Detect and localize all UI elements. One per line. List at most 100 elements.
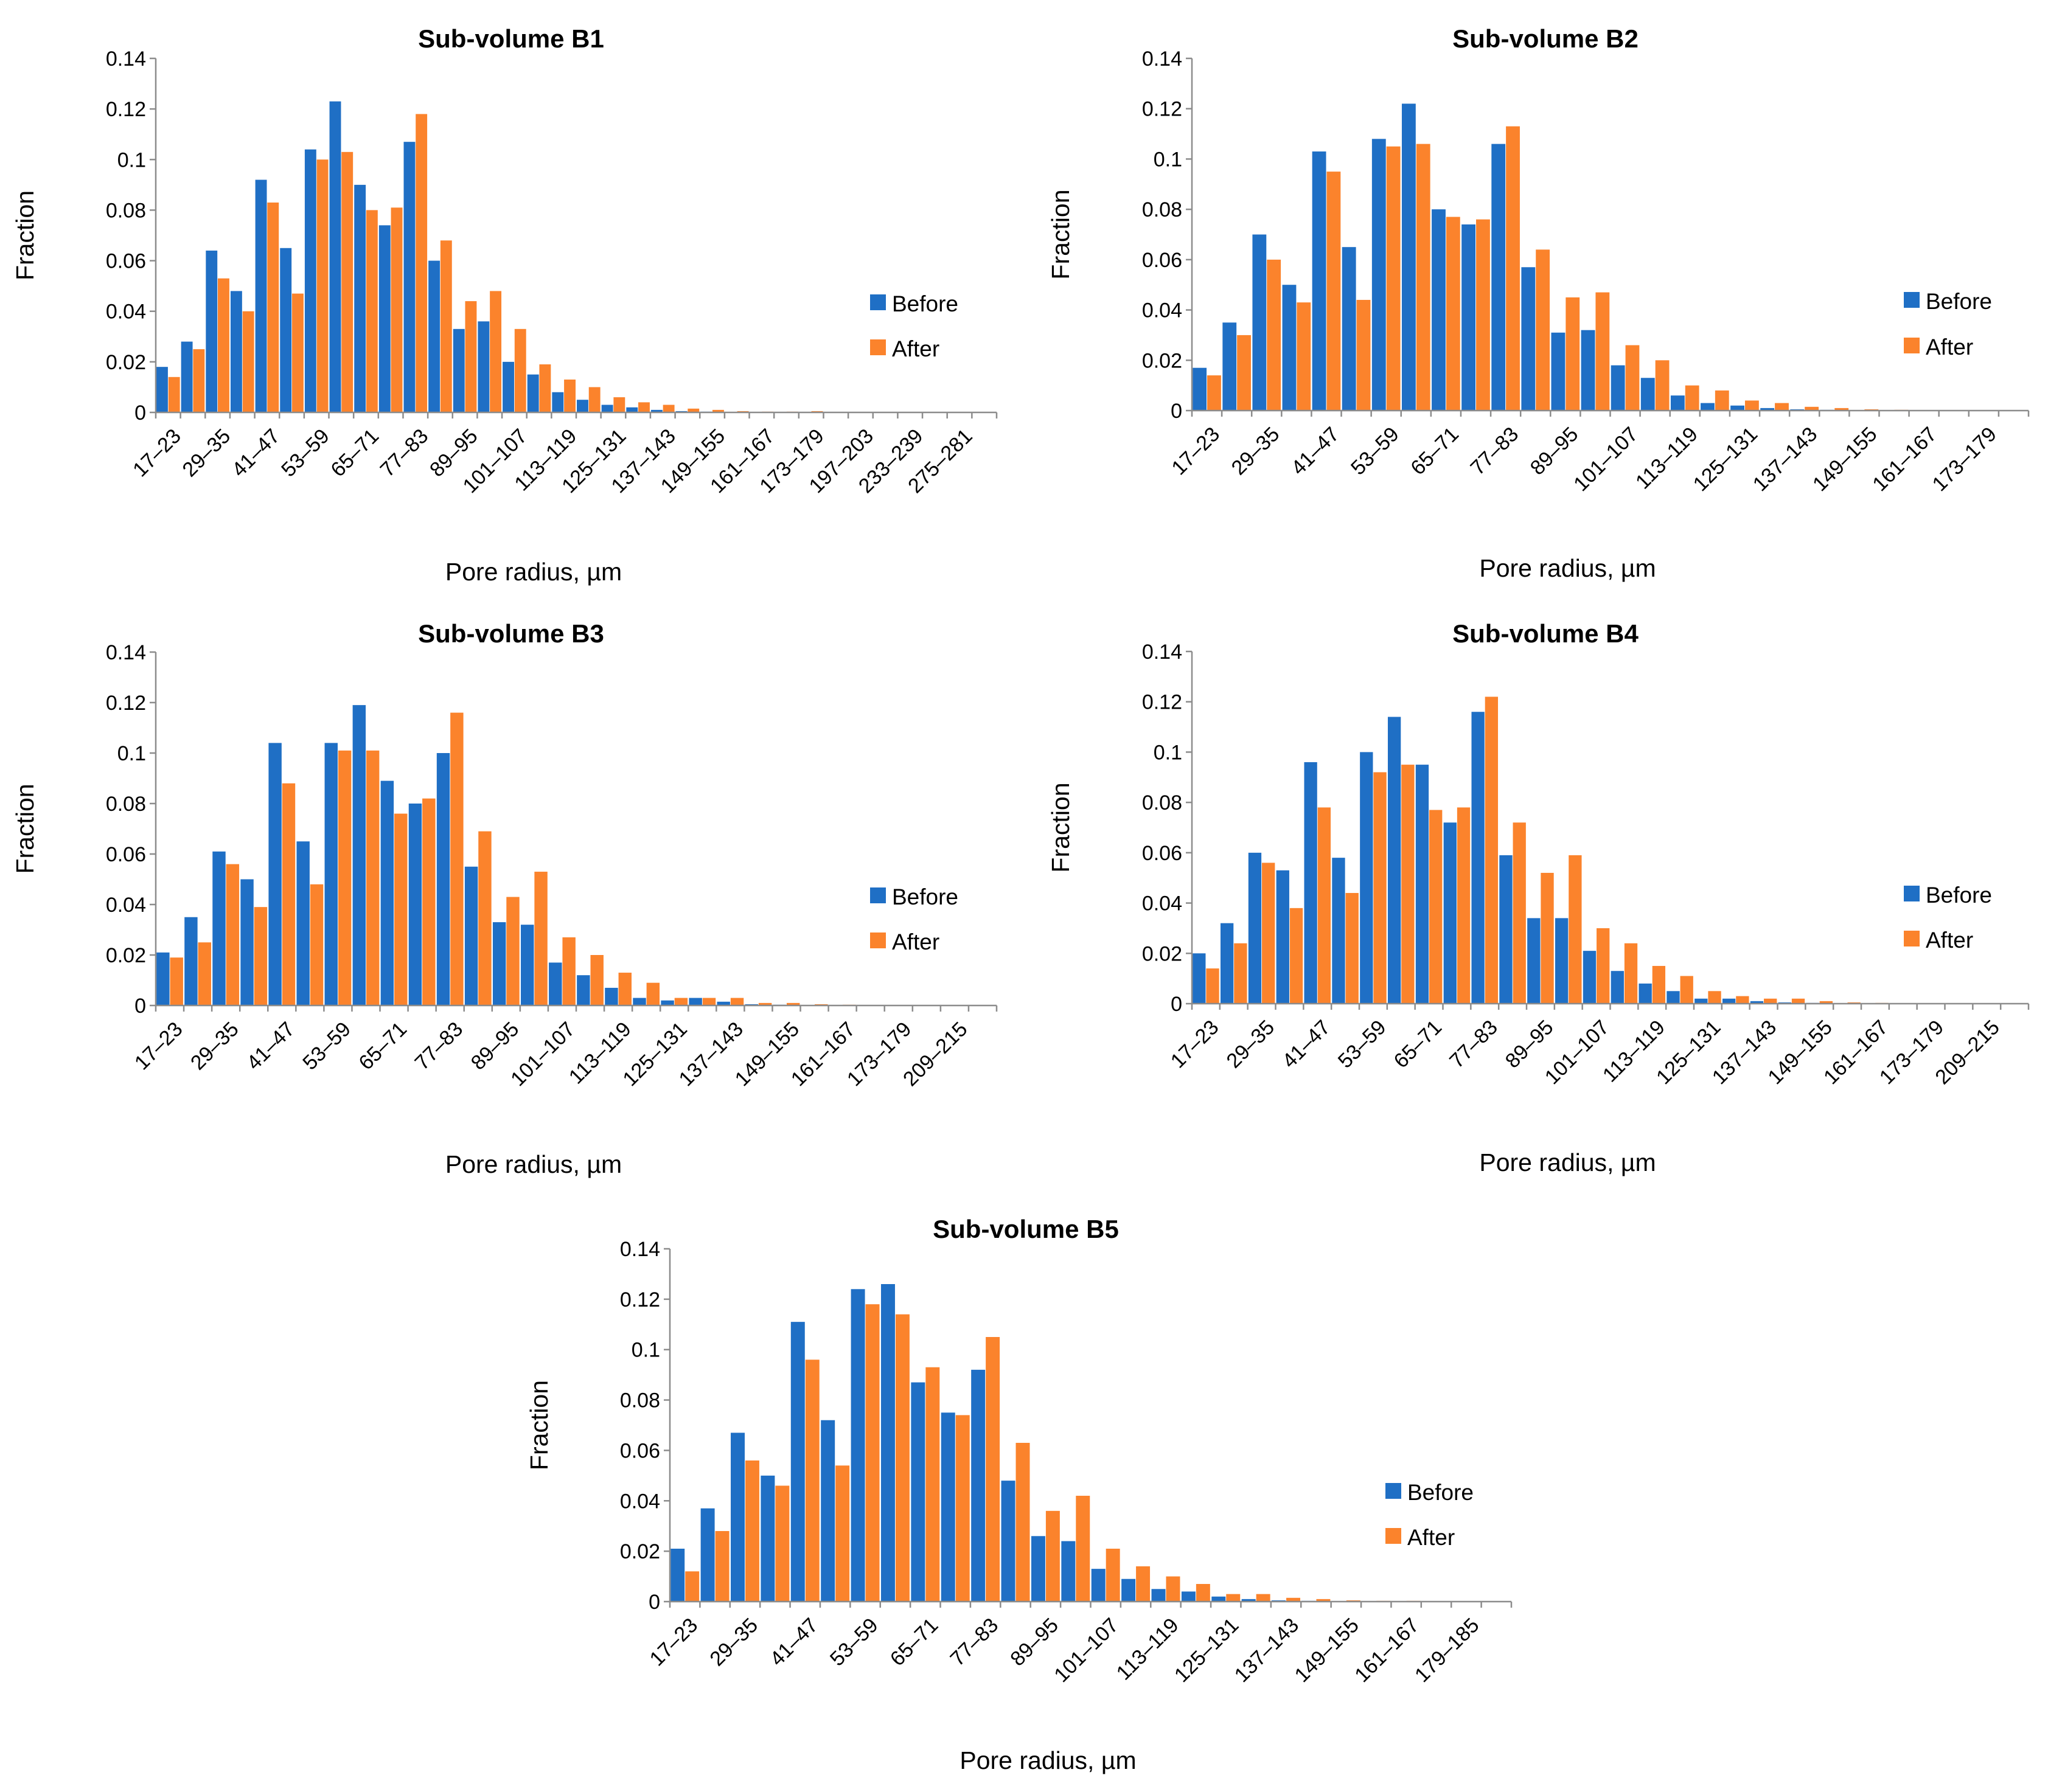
bar-after [564,379,576,412]
bar-after [193,349,205,412]
chart-panel-1: Sub-volume B1 0 0.02 0.04 0.06 0.08 0.1 0.12 0.1… [11,24,998,586]
bar-before [761,1475,775,1602]
bar-after [613,397,625,412]
bar-after [338,750,352,1005]
x-tick-label: 179–185 [1410,1614,1483,1687]
bar-after [590,955,604,1005]
y-tick-label: 0 [649,1591,660,1614]
bar-before [453,328,465,412]
y-tick-label: 0.12 [106,692,146,715]
y-tick-label: 0.04 [106,894,146,917]
bar-before [971,1369,986,1602]
bar-before [552,392,564,412]
chart-title: Sub-volume B5 [933,1215,1119,1243]
chart-panel-3: Sub-volume B3 0 0.02 0.04 0.06 0.08 0.1 0.12 0.1… [11,619,998,1178]
bar-after [1234,943,1247,1004]
y-tick-label: 0.02 [620,1540,660,1563]
bar-after [341,151,354,413]
bar-after [685,1571,700,1602]
bar-before [1121,1578,1136,1602]
x-tick-label: 89–95 [1526,423,1583,480]
legend-label-after: After [1926,928,1973,953]
bar-before [464,866,478,1005]
bar-before [1521,267,1536,411]
bar-before [1304,762,1317,1004]
bar-before [1091,1569,1106,1602]
bar-after [1316,1599,1331,1602]
bar-after [310,884,324,1005]
bar-after [1166,1576,1180,1602]
y-tick-label: 0.08 [1142,198,1182,221]
bar-after [715,1531,730,1602]
legend-label-before: Before [892,884,958,909]
bar-before [521,925,534,1005]
bar-after [925,1367,940,1602]
bar-after [1655,360,1670,411]
bar-before [1211,1596,1226,1602]
y-tick-label: 0.06 [620,1439,660,1462]
bar-after [534,872,548,1005]
bar-before [1061,1541,1076,1602]
x-tick-label: 149–155 [1290,1614,1363,1687]
bar-before [1611,365,1625,411]
bar-after [1256,1594,1270,1602]
legend-swatch-before [870,887,886,903]
bar-after [1226,1594,1241,1602]
bar-before [601,405,613,412]
bar-after [1764,998,1777,1004]
bar-before [1282,285,1297,411]
bar-after [702,998,716,1005]
bar-before [549,962,562,1005]
x-tick-label: 161–167 [1868,423,1941,496]
bar-after [416,114,428,412]
bar-before [577,400,588,412]
bar-before [689,998,702,1005]
bar-after [1805,406,1819,411]
x-tick-label: 65–71 [886,1614,943,1671]
y-tick-label: 0 [134,995,146,1018]
y-tick-label: 0.1 [632,1339,660,1362]
bar-after [1237,335,1251,411]
y-tick-label: 0 [1171,993,1182,1016]
x-tick-label: 77–83 [411,1018,468,1075]
bar-after [1566,297,1580,411]
legend-swatch-after [870,339,886,355]
bar-before [661,1000,674,1005]
bar-after [391,207,403,412]
bar-after [1446,217,1460,411]
y-tick-label: 0.08 [106,793,146,816]
bar-before [700,1508,715,1602]
bar-before [1555,918,1569,1004]
bar-after [316,159,329,412]
x-tick-label: 65–71 [1406,423,1463,480]
bar-before [1670,395,1685,411]
bar-before [851,1289,865,1602]
bar-after [865,1304,880,1602]
y-tick-label: 0.08 [106,199,146,222]
bar-before [1312,151,1326,411]
bar-before [911,1382,925,1602]
x-tick-label: 29–35 [186,1018,243,1075]
bar-after [291,293,304,412]
bar-after [1736,996,1749,1004]
bar-before [880,1284,895,1602]
bar-after [1791,998,1805,1004]
bar-after [465,301,477,412]
bar-after [282,783,296,1005]
x-tick-label: 77–83 [376,425,433,482]
bar-after [1317,807,1331,1004]
x-tick-label: 89–95 [1006,1614,1063,1671]
bar-after [1744,400,1759,411]
bar-after [618,973,632,1005]
y-tick-label: 0.12 [1142,691,1182,714]
bar-after [1345,893,1359,1004]
bar-after [366,750,380,1005]
x-tick-label: 17–23 [1167,423,1224,480]
bar-before [1222,322,1237,411]
y-axis-label: Fraction [1047,782,1075,872]
legend-label-after: After [1407,1525,1455,1550]
bar-before [1342,247,1356,411]
y-tick-label: 0.12 [620,1288,660,1311]
bar-after [1708,991,1721,1004]
bar-after [254,907,268,1005]
